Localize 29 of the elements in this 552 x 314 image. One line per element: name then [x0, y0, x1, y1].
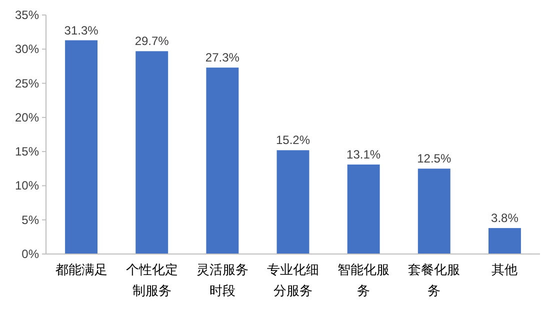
data-label: 12.5%	[417, 152, 452, 166]
data-label: 27.3%	[205, 50, 240, 65]
y-tick-label: 5%	[22, 212, 40, 227]
y-tick-label: 15%	[14, 144, 40, 159]
data-label: 15.2%	[276, 133, 310, 148]
y-tick-label: 35%	[14, 8, 40, 22]
bar	[206, 68, 239, 254]
y-tick-label: 30%	[14, 42, 40, 56]
data-label: 3.8%	[491, 211, 519, 226]
bar	[418, 168, 450, 254]
y-tick-label: 0%	[22, 247, 40, 261]
data-label: 29.7%	[134, 34, 170, 48]
bar	[347, 164, 380, 254]
data-label: 13.1%	[346, 148, 381, 162]
y-tick-label: 10%	[14, 178, 40, 193]
y-tick-label: 20%	[14, 110, 40, 124]
x-tick-label: 其他	[492, 262, 518, 277]
x-tick-label: 智能化服务	[338, 262, 390, 298]
y-tick-label: 25%	[14, 76, 40, 90]
data-label: 31.3%	[64, 23, 99, 38]
x-tick-label: 灵活服务时段	[196, 262, 248, 298]
x-tick-label: 个性化定制服务	[126, 262, 178, 298]
bar	[276, 150, 310, 254]
x-tick-label: 都能满足	[55, 262, 108, 277]
x-tick-label: 套餐化服务	[408, 262, 460, 298]
bar	[488, 228, 521, 254]
bar	[136, 51, 168, 254]
bar	[65, 40, 98, 254]
x-tick-label: 专业化细分服务	[267, 262, 319, 298]
